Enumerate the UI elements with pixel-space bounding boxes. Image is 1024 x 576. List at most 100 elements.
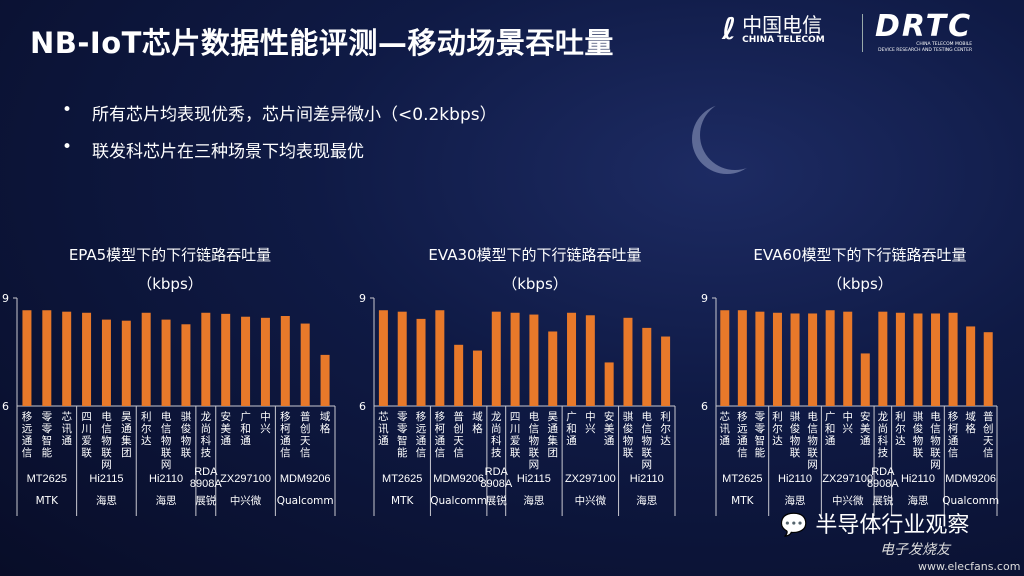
x-category-label: 安美通 (220, 410, 231, 447)
vendor-label: 海思 (785, 494, 806, 507)
x-category-label: 移柯通信 (435, 410, 446, 459)
bar (604, 362, 614, 406)
bar (62, 311, 72, 406)
x-category-label: 骐俊物联 (623, 410, 634, 459)
vendor-label: 中兴微 (575, 494, 607, 507)
x-category-label: 电信物联网 (930, 410, 941, 471)
bar (529, 314, 539, 406)
x-category-label: 中兴 (585, 410, 596, 435)
y-tick-label: 9 (701, 292, 708, 305)
bar (378, 310, 388, 406)
bar (260, 317, 270, 406)
x-category-label: 移远通信 (22, 410, 33, 459)
x-category-label: 电信物联网 (101, 410, 112, 471)
x-category-label: 芯讯通 (378, 410, 389, 447)
bar (860, 353, 870, 406)
chip-label: Hi2115 (517, 473, 551, 485)
x-category-label: 电信物联网 (529, 410, 540, 471)
bar (241, 316, 251, 406)
x-category-label: 中兴 (260, 410, 271, 435)
vendor-label: 展锐 (195, 494, 216, 507)
bar (181, 324, 191, 406)
x-category-label: 利尔达 (772, 411, 783, 447)
chip-label: RDA 8908A (867, 466, 899, 490)
x-category-label: 域格 (965, 410, 976, 435)
bar (623, 317, 633, 406)
y-tick-label: 9 (2, 292, 9, 305)
x-category-label: 利尔达 (895, 411, 906, 447)
bar (101, 319, 111, 406)
chip-label: MDM9206 (280, 473, 331, 485)
x-category-label: 电信物联网 (642, 410, 653, 471)
x-category-label: 芯讯通 (61, 410, 72, 447)
x-category-label: 普创天信 (300, 410, 311, 459)
x-category-label: 电信物联网 (807, 410, 818, 471)
y-tick-label: 9 (359, 292, 366, 305)
bar (567, 312, 577, 406)
vendor-label: 海思 (636, 494, 657, 507)
x-category-label: 昊通集团 (547, 411, 558, 459)
chart-unit: （kbps） (137, 275, 203, 293)
chart-2: 96芯讯通零零智能移远通信移柯通信普创天信域格龙尚科技四川爱联电信物联网昊通集团… (359, 292, 676, 516)
bar (221, 313, 231, 406)
chip-label: MT2625 (382, 473, 422, 485)
vendor-label: MTK (391, 495, 414, 507)
chip-label: Hi2110 (149, 473, 183, 485)
bar (454, 344, 464, 406)
chip-label: Hi2115 (89, 473, 123, 485)
bar (755, 311, 765, 406)
vendor-label: MTK (36, 495, 59, 507)
chip-label: Hi2110 (901, 473, 935, 485)
chip-label: Hi2110 (778, 473, 812, 485)
bar (948, 312, 958, 406)
bar (161, 319, 171, 406)
chart-3-title: EVA60模型下的下行链路吞吐量 （kbps） (710, 244, 1010, 294)
x-category-label: 域格 (320, 410, 331, 435)
x-category-label: 域格 (472, 410, 483, 435)
bar (201, 312, 211, 406)
chip-label: ZX297100 (822, 473, 873, 485)
bar (737, 310, 747, 406)
bar (878, 311, 888, 406)
bar (397, 311, 407, 406)
x-category-label: 普创天信 (453, 410, 464, 459)
x-category-label: 电信物联网 (161, 410, 172, 471)
x-category-label: 昊通集团 (121, 411, 132, 459)
x-category-label: 中兴 (842, 410, 853, 435)
x-category-label: 四川爱联 (510, 411, 521, 459)
bar (585, 315, 595, 406)
bullet-item: • 所有芯片均表现优秀，芯片间差异微小（<0.2kbps） (62, 100, 497, 125)
bullet-mark: • (62, 137, 73, 157)
vendor-label: Qualcomm (430, 495, 487, 507)
bar (121, 320, 131, 406)
bullet-text: 联发科芯片在三种场景下均表现最优 (92, 142, 365, 162)
page-title: NB-IoT芯片数据性能评测—移动场景吞吐量 (30, 26, 614, 60)
watermark-text: 半导体行业观察 (815, 513, 970, 538)
bar (790, 313, 800, 406)
y-tick-label: 6 (701, 400, 708, 413)
bar (141, 312, 151, 406)
bar (491, 311, 501, 406)
x-category-label: 移柯通信 (280, 410, 291, 459)
chart-3: 96芯讯通移远通信零零智能利尔达骐俊物联电信物联网广和通中兴安美通龙尚科技利尔达… (701, 292, 999, 516)
chart-1: 96移远通信零零智能芯讯通四川爱联电信物联网昊通集团利尔达电信物联网骐俊物联龙尚… (2, 292, 336, 516)
bar (42, 310, 52, 406)
bullet-mark: • (62, 100, 73, 120)
elecfans-url: www.elecfans.com (918, 560, 1021, 573)
vendor-label: MTK (731, 495, 754, 507)
chart-1-title: EPA5模型下的下行链路吞吐量 （kbps） (20, 244, 320, 294)
chart-title-text: EPA5模型下的下行链路吞吐量 (68, 246, 272, 264)
x-category-label: 骐俊物联 (181, 410, 192, 459)
vendor-label: 海思 (523, 494, 544, 507)
vendor-label: Qualcomm (942, 495, 999, 507)
x-category-label: 零零智能 (397, 411, 408, 459)
logo-divider (862, 14, 863, 52)
bar (435, 310, 445, 406)
chart-2-title: EVA30模型下的下行链路吞吐量 （kbps） (385, 244, 685, 294)
x-category-label: 龙尚科技 (878, 410, 889, 459)
y-tick-label: 6 (359, 400, 366, 413)
chart-unit: （kbps） (502, 275, 568, 293)
bar (472, 350, 482, 406)
vendor-label: 海思 (907, 494, 928, 507)
x-category-label: 安美通 (604, 410, 615, 447)
